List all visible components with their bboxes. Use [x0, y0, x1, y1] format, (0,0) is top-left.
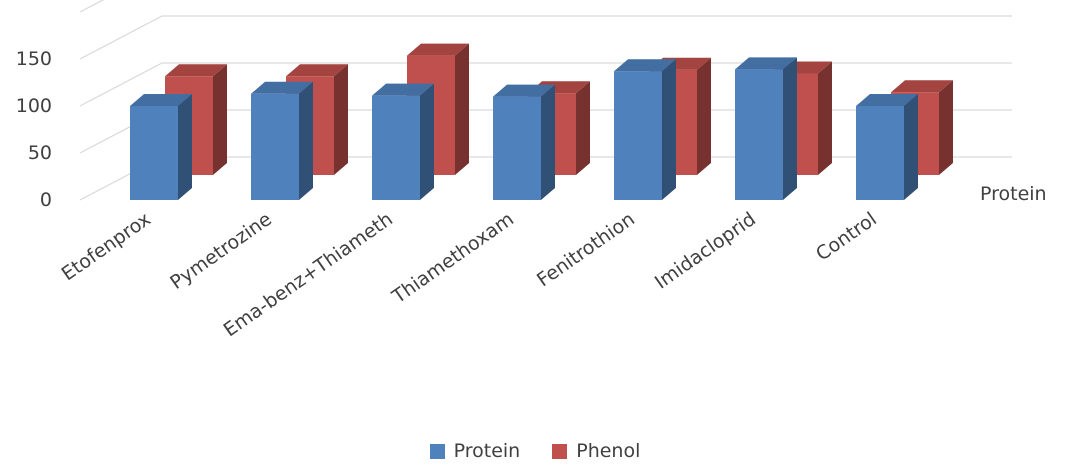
bar-phenol-side [697, 57, 711, 175]
y-tick-label: 0 [40, 189, 52, 211]
depth-axis-label: Protein [980, 183, 1047, 205]
bar-protein-side [662, 59, 676, 200]
bar-protein-front [372, 95, 420, 200]
x-tick-label: Etofenprox [58, 208, 155, 285]
bar-protein-front [130, 106, 178, 200]
chart-legend: Protein Phenol [0, 440, 1070, 462]
bar-phenol-top [165, 64, 227, 77]
bar-protein-side [783, 57, 797, 201]
y-tick-label: 150 [16, 48, 52, 70]
bar-protein-top [251, 81, 313, 94]
legend-label-phenol: Phenol [576, 440, 641, 462]
x-tick-label: Thiamethoxam [388, 208, 518, 308]
bar-protein-top [130, 94, 192, 106]
bar-protein-side [420, 83, 434, 200]
bar-protein-side [299, 81, 313, 200]
gridline-side-100 [79, 62, 163, 107]
legend-item-phenol[interactable]: Phenol [552, 440, 640, 462]
bar-protein-front [614, 71, 662, 200]
bar-protein-front [735, 69, 783, 200]
bar-phenol-top [891, 80, 953, 93]
x-tick-label: Imidacloprid [651, 208, 760, 294]
gridline-side-200 [79, 0, 105, 13]
legend-item-protein[interactable]: Protein [429, 440, 521, 462]
bar-phenol-side [818, 61, 832, 176]
bar-phenol-top [286, 64, 348, 77]
x-tick-label: Control [812, 208, 881, 265]
y-tick-label: 50 [28, 142, 52, 164]
y-tick-label: 100 [16, 95, 52, 117]
legend-label-protein: Protein [453, 440, 521, 462]
bar-protein-top [372, 83, 434, 96]
bar-phenol-side [576, 81, 590, 175]
gridline-side-150 [79, 15, 163, 60]
bar-phenol-side [939, 80, 953, 175]
bar-protein-top [493, 84, 555, 97]
legend-swatch-protein [429, 443, 445, 459]
bar-protein-top [614, 59, 676, 72]
bar-protein-top [856, 94, 918, 106]
bar-protein-front [251, 93, 299, 200]
bar-phenol-side [455, 43, 469, 176]
bar-phenol-top [407, 43, 469, 56]
x-tick-label: Pymetrozine [166, 208, 276, 294]
bar-protein-side [904, 94, 918, 200]
legend-swatch-phenol [552, 443, 568, 459]
bar-phenol-side [334, 64, 348, 175]
bar-protein-front [493, 96, 541, 200]
bar-protein-top [735, 57, 797, 70]
bar-phenol-side [213, 64, 227, 175]
bar-protein-front [856, 106, 904, 200]
bar-protein-side [541, 84, 555, 200]
bar-protein-side [178, 94, 192, 200]
x-tick-label: Fenitrothion [533, 208, 639, 291]
